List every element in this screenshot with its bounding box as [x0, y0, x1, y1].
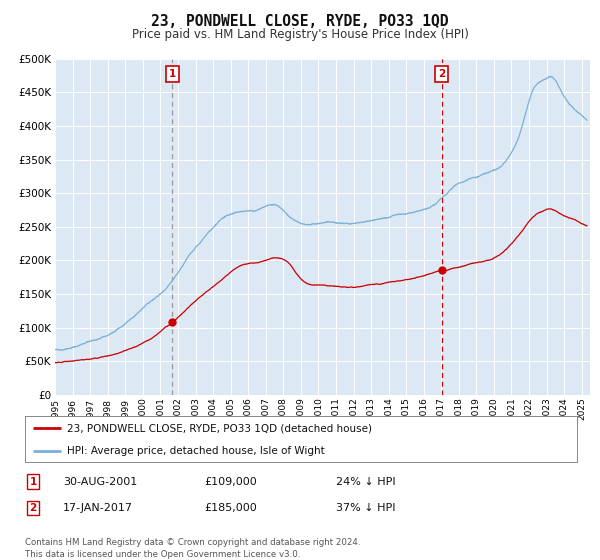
Text: 23, PONDWELL CLOSE, RYDE, PO33 1QD (detached house): 23, PONDWELL CLOSE, RYDE, PO33 1QD (deta… [67, 423, 371, 433]
Text: 1: 1 [29, 477, 37, 487]
Text: Contains HM Land Registry data © Crown copyright and database right 2024.
This d: Contains HM Land Registry data © Crown c… [25, 538, 361, 559]
Text: 2: 2 [29, 503, 37, 513]
Text: £109,000: £109,000 [204, 477, 257, 487]
Text: 30-AUG-2001: 30-AUG-2001 [63, 477, 137, 487]
Text: 17-JAN-2017: 17-JAN-2017 [63, 503, 133, 513]
Text: £185,000: £185,000 [204, 503, 257, 513]
Text: Price paid vs. HM Land Registry's House Price Index (HPI): Price paid vs. HM Land Registry's House … [131, 28, 469, 41]
Text: 23, PONDWELL CLOSE, RYDE, PO33 1QD: 23, PONDWELL CLOSE, RYDE, PO33 1QD [151, 14, 449, 29]
Text: 24% ↓ HPI: 24% ↓ HPI [336, 477, 395, 487]
Text: 2: 2 [439, 68, 446, 78]
Text: HPI: Average price, detached house, Isle of Wight: HPI: Average price, detached house, Isle… [67, 446, 325, 455]
Text: 1: 1 [169, 68, 176, 78]
Text: 37% ↓ HPI: 37% ↓ HPI [336, 503, 395, 513]
